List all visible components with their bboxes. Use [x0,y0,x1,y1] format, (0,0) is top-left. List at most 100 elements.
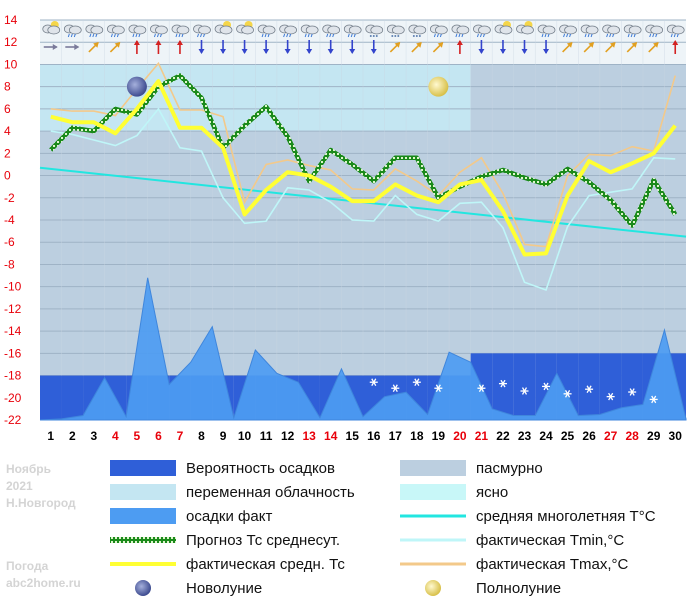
rain-drop [67,33,70,38]
wind-arrow-head [327,49,334,54]
wind-arrow-head [241,49,248,54]
x-tick-label: 26 [582,429,596,443]
wind-arrow-icon [583,42,595,53]
wind-arrow-head [499,49,506,54]
rain-drop [261,33,264,38]
cloud-part [671,25,685,35]
cloud-rain-icon [666,24,685,38]
wind-arrow-icon [521,40,528,54]
rain-drop [347,33,350,38]
x-tick-label: 12 [281,429,295,443]
cloud-sun-icon [236,21,254,35]
rain-drop [566,33,569,38]
wind-arrow-icon [370,40,377,54]
legend-swatch-fullmoon [425,580,441,596]
x-tick-label: 7 [177,429,184,443]
wind-arrow-icon [306,40,313,54]
y-tick-label: -10 [4,280,22,294]
cloud-part [370,25,384,35]
wind-arrow-head [74,44,80,50]
rain-drop [590,33,593,38]
rain-drop [482,33,485,38]
x-tick-label: 22 [496,429,510,443]
wind-arrow-head [198,49,205,54]
cloud-part [478,25,491,35]
rain-drop [652,33,655,38]
rain-drop [95,33,98,38]
x-tick-label: 20 [453,429,467,443]
legend-swatch-clear [400,484,466,500]
legend-label: переменная облачность [186,484,355,501]
wind-arrow-head [263,49,270,54]
side-site-title: Погода [6,559,49,573]
cloud-sun-icon [494,21,513,35]
y-tick-label: -2 [4,191,15,205]
rain-drop [310,33,313,38]
wind-arrow-icon [327,40,334,54]
wind-arrow-icon [432,42,444,53]
forecast-mean-line [49,73,678,228]
snow-dot [397,35,400,37]
rain-drop [461,33,464,38]
rain-drop [132,33,135,38]
cloud-part [219,25,233,35]
cloud-part [650,25,664,35]
cloud-snow-icon [408,24,427,37]
x-tick-label: 4 [112,429,119,443]
cloud-rain-icon [645,24,664,38]
snow-icon [649,395,658,404]
x-tick-label: 16 [367,429,381,443]
rain-drop [332,33,335,38]
snow-stroke [521,387,528,395]
precip-probability-bar [492,353,514,420]
rain-drop [547,33,550,38]
rain-drop [584,33,587,38]
side-year: 2021 [6,479,33,493]
snow-icon [369,378,378,387]
wind-arrow-head [93,42,99,48]
rain-drop [563,33,566,38]
legend-swatch-forecast [110,537,176,543]
rain-drop [612,33,615,38]
wind-arrow-head [284,49,291,54]
snow-icon [606,392,615,401]
snow-stroke [565,390,571,398]
legend-label: Новолуние [186,580,262,597]
wind-arrow-icon [543,40,550,54]
y-tick-label: -14 [4,324,22,338]
snow-icon [563,390,572,398]
wind-arrow-icon [478,40,485,54]
precipitation-area [39,277,687,421]
y-tick-label: -20 [4,391,22,405]
rain-drop [476,33,479,38]
rain-drop [70,33,73,38]
snow-icon [434,384,443,393]
cloud-rain-icon [473,24,491,38]
cloud-part [607,25,620,35]
rain-drop [673,33,676,38]
cloud-part [585,25,599,35]
y-tick-label: -22 [4,413,22,427]
snow-stroke [543,382,549,391]
cloud-part [262,25,276,35]
legend-box [400,460,466,476]
rain-drop [649,33,652,38]
cloud-rain-icon [559,24,577,38]
x-tick-label: 11 [260,429,273,443]
wind-arrow-head [631,42,638,48]
cloud-rain-icon [451,24,470,38]
snow-dot [369,35,372,37]
wind-arrow-icon [65,44,80,50]
snow-icon [542,382,551,391]
snow-icon [520,387,529,395]
rain-drop [633,33,636,38]
cloud-rain-icon [343,24,362,38]
rain-drop [89,33,92,38]
rain-drop [116,33,119,38]
wind-arrow-head [370,49,377,54]
cloud-rain-icon [85,24,104,38]
snow-dot [391,35,394,37]
cloud-rain-icon [623,24,642,38]
legend-label: фактическая Tmin,°C [476,532,624,549]
